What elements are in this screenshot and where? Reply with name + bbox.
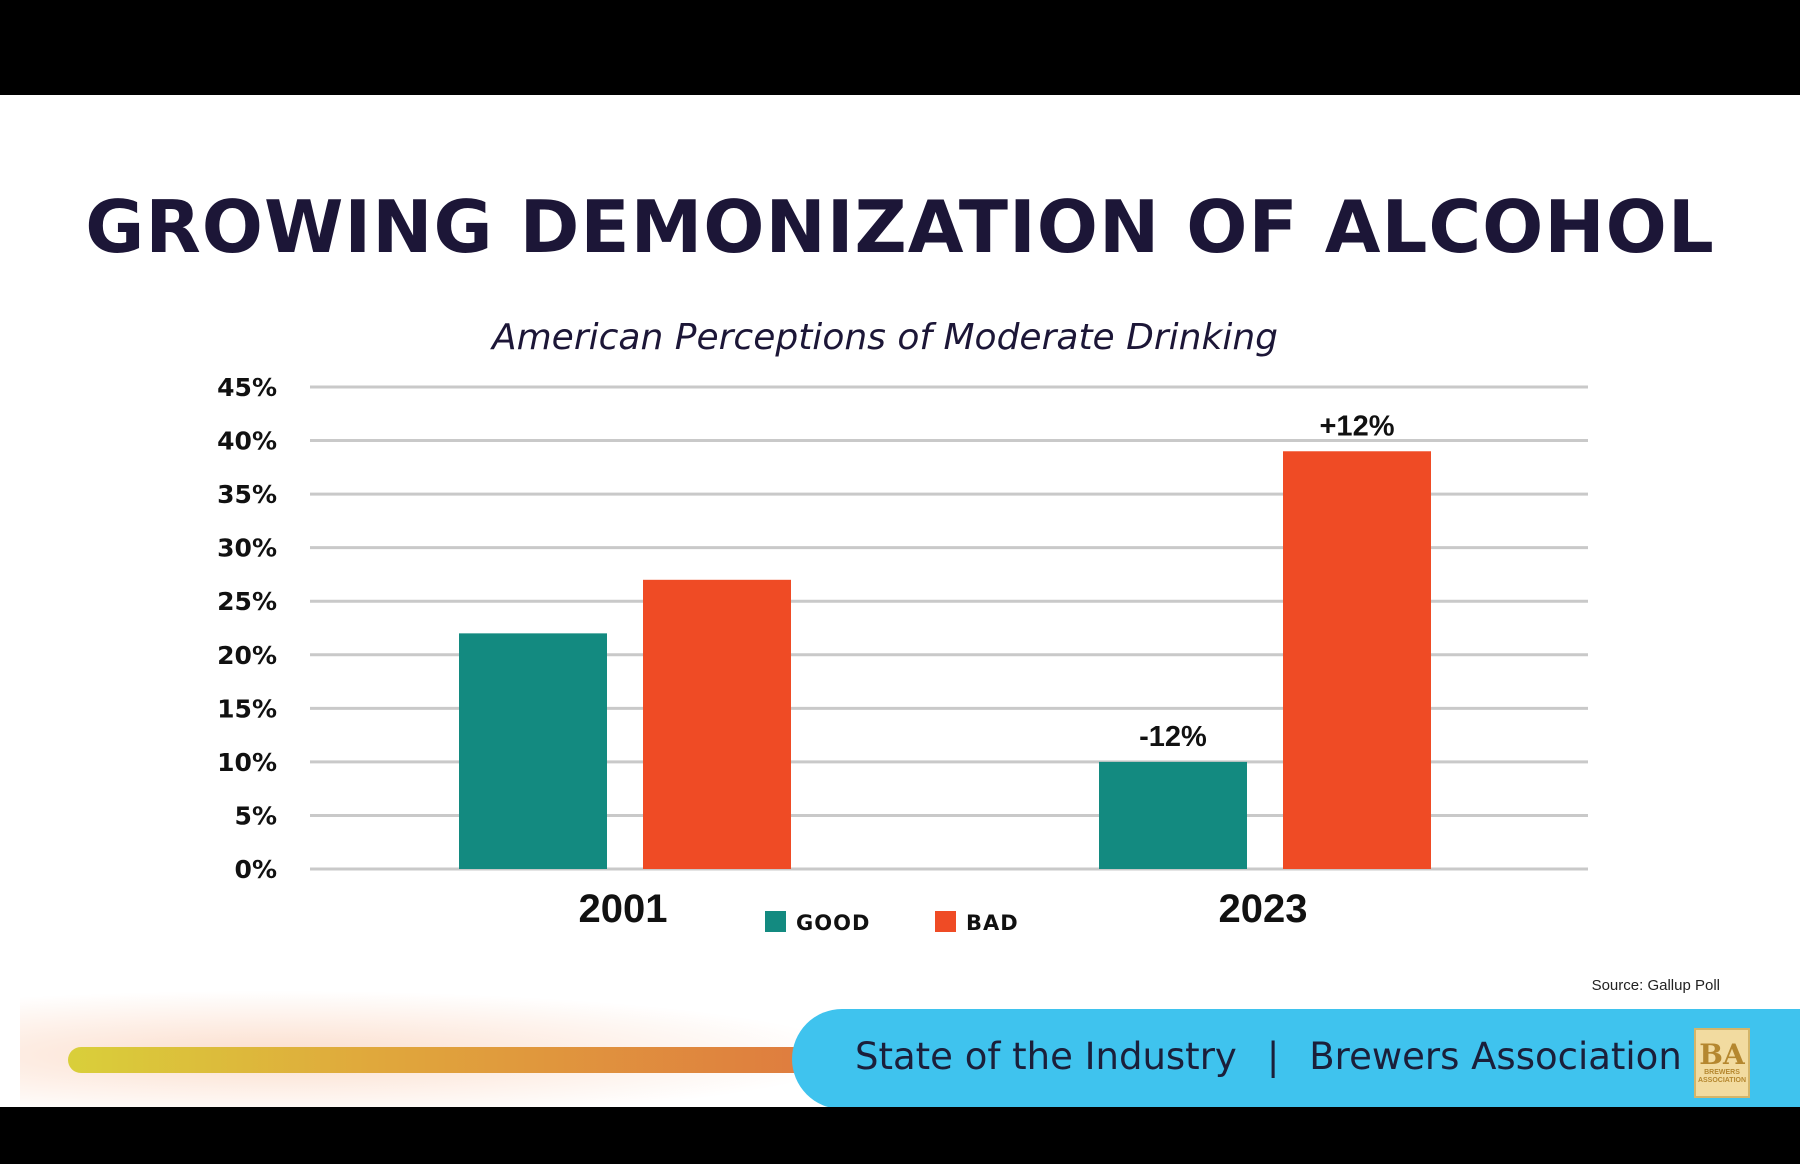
legend-label: GOOD — [796, 911, 870, 935]
bar — [459, 633, 607, 869]
footer-band — [792, 1009, 1800, 1107]
source-note: Source: Gallup Poll — [1592, 977, 1720, 994]
y-tick-label: 25% — [217, 587, 277, 616]
data-label: -12% — [1139, 721, 1207, 753]
y-tick-label: 5% — [235, 801, 277, 830]
y-tick-label: 35% — [217, 480, 277, 509]
bar — [643, 579, 791, 869]
bar — [1099, 761, 1247, 869]
page-title: GROWING DEMONIZATION OF ALCOHOL — [85, 185, 1715, 269]
logo-line1: BREWERS — [1704, 1069, 1740, 1077]
source-label: Source: — [1591, 977, 1644, 994]
legend-label: BAD — [966, 911, 1019, 935]
logo-line2: ASSOCIATION — [1697, 1077, 1747, 1084]
source-value: Gallup Poll — [1647, 977, 1720, 994]
data-label: +12% — [1320, 410, 1395, 442]
y-tick-label: 10% — [217, 748, 277, 777]
footer-right: Brewers Association — [1309, 1035, 1682, 1078]
x-tick-label: 2001 — [579, 887, 668, 931]
footer-left: State of the Industry — [855, 1035, 1237, 1078]
y-tick-label: 15% — [217, 694, 277, 723]
footer-text: State of the Industry | Brewers Associatio… — [855, 1035, 1682, 1078]
y-tick-label: 20% — [217, 641, 277, 670]
y-tick-label: 45% — [217, 373, 277, 402]
bar — [1283, 451, 1431, 869]
chart-title-text: American Perceptions of Moderate Drinkin… — [491, 317, 1279, 358]
slide: GROWING DEMONIZATION OF ALCOHOL American… — [0, 95, 1800, 1107]
chart-title: American Perceptions of Moderate Drinkin… — [0, 317, 1800, 358]
decorative-gradient-bar — [68, 1047, 828, 1073]
bar-chart: 0% 5% 10% 15% 20% 25% 30% 35% 40% 45% 2001 -12% +12%… — [217, 373, 1588, 935]
y-tick-label: 0% — [235, 855, 277, 884]
y-tick-label: 30% — [217, 534, 277, 563]
brewers-association-logo: BA BREWERS ASSOCIATION — [1694, 1028, 1750, 1098]
y-tick-label: 40% — [217, 427, 277, 456]
legend-swatch — [935, 911, 956, 932]
logo-monogram: BA — [1699, 1038, 1745, 1072]
legend-swatch — [765, 911, 786, 932]
x-tick-label: 2023 — [1219, 887, 1308, 931]
footer-separator: | — [1266, 1035, 1280, 1078]
